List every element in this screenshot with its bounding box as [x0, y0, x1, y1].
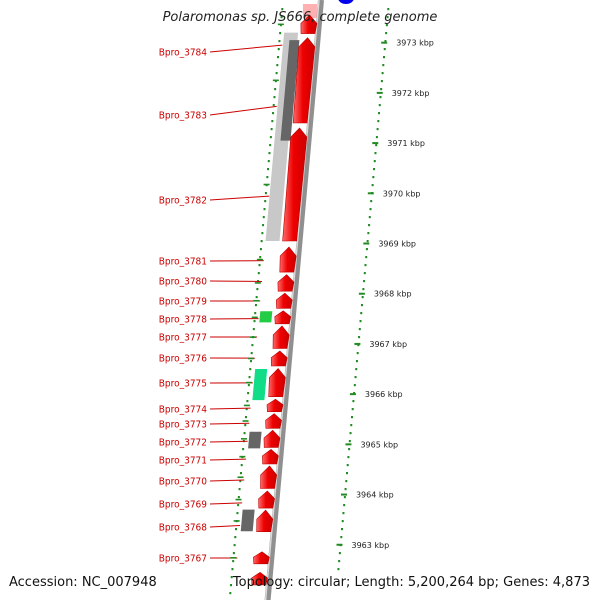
gene-label-bpro_3768: Bpro_3768: [159, 523, 208, 534]
scale-label: 3968 kbp: [374, 290, 412, 299]
gene-label-bpro_3771: Bpro_3771: [159, 456, 207, 467]
cds-arrow: [282, 127, 308, 242]
scale-label: 3966 kbp: [365, 390, 403, 399]
cds-arrow: [270, 350, 288, 367]
cds-arrow: [300, 14, 318, 34]
scale-label: 3971 kbp: [387, 139, 425, 148]
scale-label: 3967 kbp: [369, 340, 407, 349]
inner-feature-block: [252, 369, 268, 401]
scale-label: 3965 kbp: [360, 440, 398, 449]
accession-label: Accession: NC_007948: [9, 575, 157, 590]
gene-label-bpro_3767: Bpro_3767: [159, 554, 207, 565]
cds-arrow: [268, 368, 286, 398]
top-marker-icon: [338, 0, 354, 4]
gene-label-bpro_3775: Bpro_3775: [159, 379, 207, 390]
scale-label: 3973 kbp: [396, 39, 434, 48]
faded-cds-top: [302, 4, 317, 18]
gene-label-bpro_3777: Bpro_3777: [159, 333, 207, 344]
gene-label-bpro_3772: Bpro_3772: [159, 438, 207, 449]
gene-leader-line: [209, 524, 241, 528]
inner-feature-block: [248, 431, 262, 449]
gene-leader-line: [209, 44, 283, 53]
cds-arrow: [262, 449, 279, 465]
gene-leader-line: [209, 502, 243, 505]
cds-arrow: [292, 37, 316, 124]
scale-label: 3969 kbp: [378, 240, 416, 249]
cds-arrow: [266, 398, 284, 413]
gene-leader-line: [209, 440, 248, 443]
topology-summary: Topology: circular; Length: 5,200,264 bp…: [232, 575, 590, 590]
gene-label-bpro_3778: Bpro_3778: [159, 315, 208, 326]
cds-arrow: [277, 274, 295, 292]
gene-leader-line: [209, 105, 277, 116]
gene-label-bpro_3784: Bpro_3784: [159, 48, 208, 59]
scale-label: 3970 kbp: [383, 189, 421, 198]
gene-label-bpro_3773: Bpro_3773: [159, 420, 207, 431]
gene-label-bpro_3774: Bpro_3774: [159, 405, 208, 416]
gene-leader-line: [209, 479, 245, 482]
gene-label-bpro_3770: Bpro_3770: [159, 477, 208, 488]
gene-label-bpro_3776: Bpro_3776: [159, 354, 208, 365]
inner-feature-block: [240, 509, 255, 532]
cds-arrow: [274, 310, 292, 325]
cds-arrow: [263, 429, 281, 448]
scale-label: 3963 kbp: [352, 541, 390, 550]
gene-label-bpro_3779: Bpro_3779: [159, 297, 208, 308]
gene-label-bpro_3780: Bpro_3780: [159, 277, 208, 288]
inner-feature-block: [280, 40, 300, 141]
gene-leader-line: [209, 195, 270, 201]
cds-arrow: [258, 490, 275, 509]
cds-arrow: [279, 246, 297, 273]
map-title: Polaromonas sp. JS666, complete genome: [162, 10, 438, 25]
inner-feature-block: [259, 311, 273, 323]
cds-arrow: [253, 551, 270, 565]
gene-label-bpro_3783: Bpro_3783: [159, 111, 207, 122]
gene-label-bpro_3781: Bpro_3781: [159, 257, 207, 268]
gene-label-bpro_3769: Bpro_3769: [159, 500, 208, 511]
gene-leader-line: [209, 458, 247, 461]
gene-leader-line: [209, 422, 250, 425]
cds-arrow: [275, 292, 293, 309]
cds-arrow: [251, 572, 268, 586]
cds-arrow: [256, 509, 274, 533]
cds-arrow: [272, 325, 290, 349]
scale-label: 3964 kbp: [356, 491, 394, 500]
cds-arrow: [265, 413, 282, 429]
cds-arrow: [260, 465, 278, 489]
gene-leader-line: [209, 407, 251, 410]
genome-backbone: [264, 0, 324, 600]
gene-label-bpro_3782: Bpro_3782: [159, 196, 207, 207]
scale-label: 3972 kbp: [392, 89, 430, 98]
